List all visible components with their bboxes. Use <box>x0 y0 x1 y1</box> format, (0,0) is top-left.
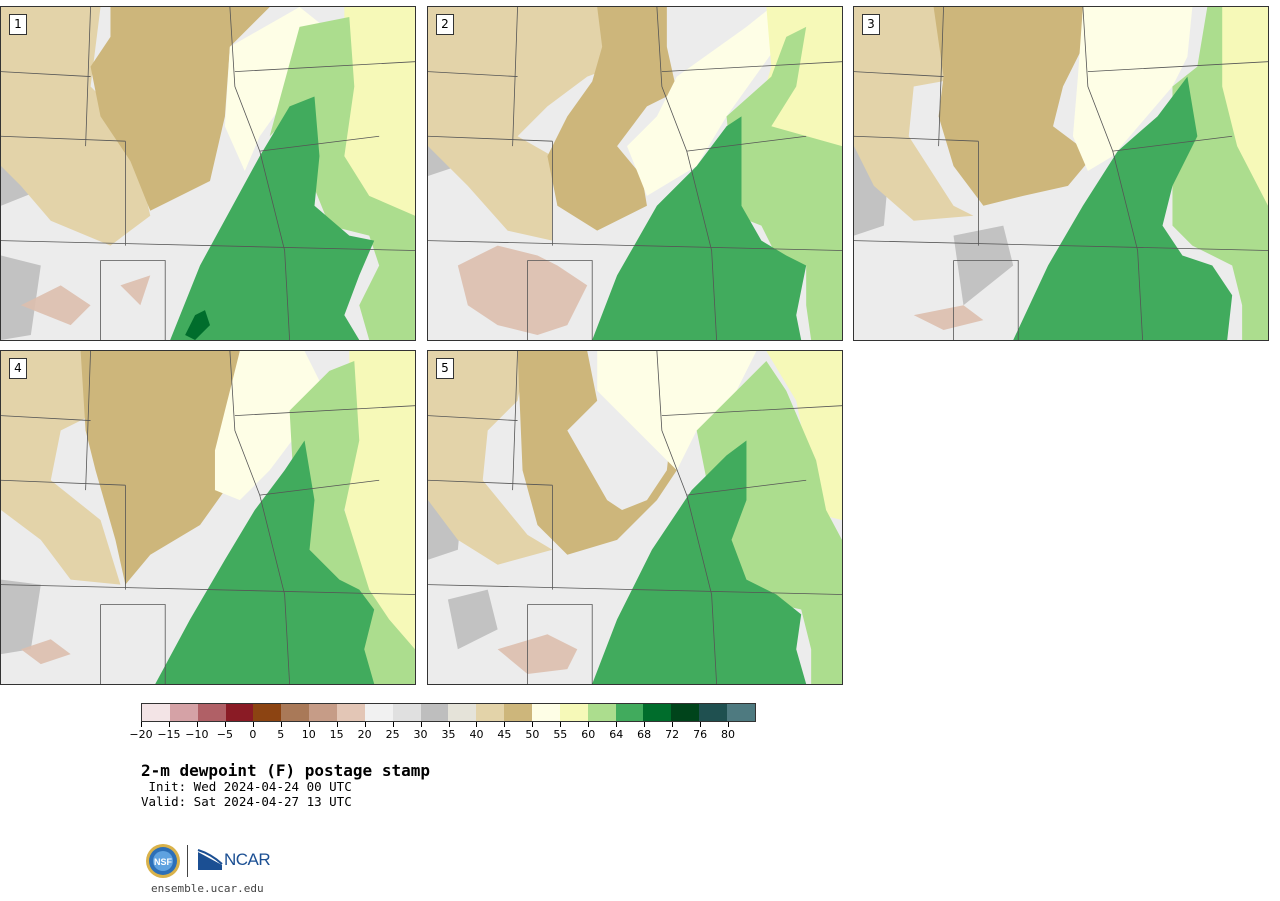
colorbar-swatch <box>253 704 282 721</box>
panel-number: 1 <box>9 14 27 35</box>
colorbar-tick-label: 0 <box>249 728 257 741</box>
colorbar-tick-label: 30 <box>413 728 428 741</box>
colorbar-swatch <box>559 704 588 721</box>
panel-number: 5 <box>436 358 454 379</box>
colorbar-tick-label: 68 <box>637 728 652 741</box>
colorbar-swatch <box>309 704 338 721</box>
panel-number: 2 <box>436 14 454 35</box>
figure-title: 2-m dewpoint (F) postage stamp <box>141 761 430 780</box>
colorbar-tick-label: 50 <box>525 728 540 741</box>
colorbar-swatch <box>142 704 170 721</box>
colorbar-swatch <box>197 704 226 721</box>
colorbar-tick-label: −20 <box>129 728 153 741</box>
colorbar <box>141 703 756 722</box>
colorbar-tick-label: −10 <box>185 728 209 741</box>
colorbar-tick-label: 60 <box>581 728 596 741</box>
colorbar-swatch <box>392 704 421 721</box>
map-panel-2: 2 <box>427 6 843 341</box>
colorbar-swatch <box>476 704 505 721</box>
dewpoint-map <box>428 7 842 340</box>
colorbar-ticks: −20 −15 −10 −5 0 5 10 15 20 25 30 35 40 45 50 55 60 64 68 7… <box>129 722 756 742</box>
colorbar-swatch <box>225 704 254 721</box>
colorbar-tick-label: 72 <box>665 728 680 741</box>
valid-time: Valid: Sat 2024-04-27 13 UTC <box>141 794 352 809</box>
map-panel-3: 3 <box>853 6 1269 341</box>
colorbar-swatch <box>615 704 644 721</box>
logo-separator <box>187 845 188 877</box>
colorbar-swatch <box>337 704 365 721</box>
map-panel-5: 5 <box>427 350 843 685</box>
colorbar-tick-label: 35 <box>441 728 456 741</box>
colorbar-swatch <box>448 704 477 721</box>
colorbar-tick-label: 40 <box>469 728 484 741</box>
colorbar-tick-label: −5 <box>216 728 233 741</box>
colorbar-swatch <box>532 704 560 721</box>
map-panel-4: 4 <box>0 350 416 685</box>
colorbar-tick-label: 80 <box>721 728 736 741</box>
colorbar-tick-label: 5 <box>277 728 285 741</box>
colorbar-tick-label: 76 <box>693 728 708 741</box>
panel-number: 3 <box>862 14 880 35</box>
ncar-logo-text: NCAR <box>224 850 271 869</box>
colorbar-swatch <box>727 704 755 721</box>
dewpoint-map <box>1 351 415 684</box>
ncar-logo <box>197 849 223 870</box>
colorbar-tick-label: 10 <box>301 728 316 741</box>
colorbar-swatch <box>281 704 310 721</box>
colorbar-swatch <box>420 704 449 721</box>
colorbar-tick-label: 55 <box>553 728 568 741</box>
colorbar-tick-label: −15 <box>157 728 181 741</box>
colorbar-tick-label: 64 <box>609 728 624 741</box>
colorbar-swatch <box>169 704 198 721</box>
dewpoint-map <box>1 7 415 340</box>
colorbar-tick-label: 25 <box>385 728 400 741</box>
panel-number: 4 <box>9 358 27 379</box>
colorbar-tick-label: 45 <box>497 728 512 741</box>
colorbar-swatch <box>587 704 616 721</box>
colorbar-swatch <box>671 704 700 721</box>
colorbar-swatch <box>643 704 672 721</box>
map-panel-1: 1 <box>0 6 416 341</box>
dewpoint-map <box>854 7 1268 340</box>
nsf-logo: NSF <box>146 844 180 878</box>
colorbar-swatch <box>699 704 728 721</box>
colorbar-swatch <box>504 704 533 721</box>
svg-text:NSF: NSF <box>154 857 173 867</box>
colorbar-tick-label: 15 <box>329 728 344 741</box>
dewpoint-map <box>428 351 842 684</box>
website-url: ensemble.ucar.edu <box>151 882 264 895</box>
init-time: Init: Wed 2024-04-24 00 UTC <box>141 779 352 794</box>
colorbar-swatch <box>364 704 393 721</box>
colorbar-tick-label: 20 <box>357 728 372 741</box>
